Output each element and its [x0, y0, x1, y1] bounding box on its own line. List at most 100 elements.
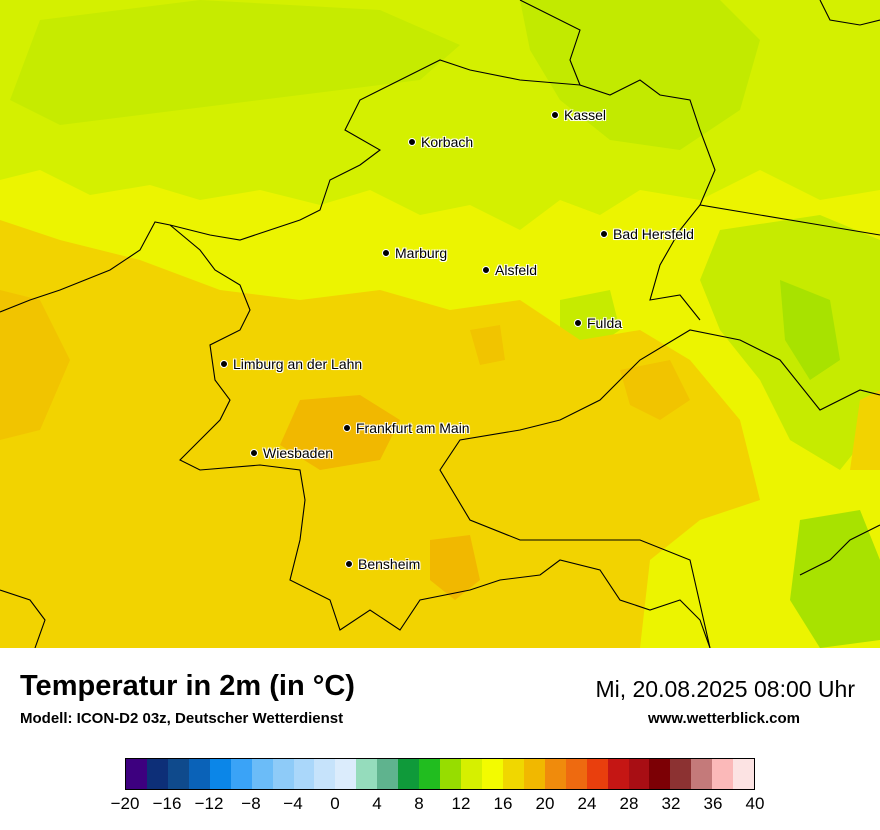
city-label: Kassel [564, 107, 607, 123]
temperature-map[interactable]: Kassel Korbach Bad Hersfeld Marburg Alsf… [0, 0, 880, 648]
city-marker-icon [574, 319, 582, 327]
colorbar-segment [230, 759, 252, 789]
city-label: Limburg an der Lahn [233, 356, 363, 372]
warm-patch-west [0, 290, 70, 440]
colorbar-segment [398, 759, 420, 789]
colorbar-segment [293, 759, 315, 789]
colorbar-segment [691, 759, 713, 789]
state-border-north-west [169, 59, 581, 241]
colorbar-segment [502, 759, 524, 789]
warm-patch-central [470, 325, 505, 365]
state-border-southeast [439, 329, 880, 648]
colorbar-tick-label: 8 [414, 794, 424, 813]
city-label: Bensheim [358, 556, 421, 572]
map-field [0, 0, 880, 648]
colorbar-segment [586, 759, 608, 789]
state-border-top-right [819, 0, 880, 26]
colorbar-segment [649, 759, 671, 789]
city-kassel[interactable]: Kassel [551, 107, 606, 123]
city-korbach[interactable]: Korbach [408, 134, 473, 150]
cool-zone-northwest [10, 0, 460, 125]
state-border-hesse [0, 221, 711, 648]
colorbar-segment [356, 759, 378, 789]
colorbar-tick-label: 4 [372, 794, 382, 813]
city-marker-icon [220, 360, 228, 368]
colorbar-ticks: −20 −16 −12 −8 −4 0 4 8 12 16 20 24 28 32 36 40 [111, 794, 765, 816]
colorbar-segment [481, 759, 503, 789]
cool-zone-kassel [520, 0, 760, 150]
colorbar-tick-label: −8 [241, 794, 261, 813]
colorbar-segment [146, 759, 168, 789]
city-limburg[interactable]: Limburg an der Lahn [220, 356, 362, 372]
city-bad-hersfeld[interactable]: Bad Hersfeld [600, 226, 694, 242]
colorbar-tick-label: −20 [110, 794, 140, 813]
city-label: Wiesbaden [263, 445, 334, 461]
colorbar-tick-label: 36 [703, 794, 723, 813]
colorbar-segment [440, 759, 461, 789]
colorbar-segment [461, 759, 482, 789]
colorbar-tick-label: 16 [493, 794, 513, 813]
state-border-southwest [0, 589, 46, 648]
website-link[interactable]: www.wetterblick.com [648, 710, 800, 727]
map-footer: Temperatur in 2m (in °C) Modell: ICON-D2… [0, 648, 880, 830]
colorbar-tick-label: −12 [194, 794, 224, 813]
city-fulda[interactable]: Fulda [574, 315, 622, 331]
colorbar-segment [272, 759, 294, 789]
colorbar-tick-label: −4 [283, 794, 303, 813]
green-patch-east [780, 280, 840, 380]
warm-patch-east-edge [850, 390, 880, 470]
colorbar-segment [419, 759, 441, 789]
colorbar-segment [314, 759, 336, 789]
colorbar-segment [733, 759, 755, 789]
colorbar-tick-label: 20 [535, 794, 555, 813]
colorbar-segment [670, 759, 692, 789]
colorbar-segment [523, 759, 545, 789]
city-marker-icon [408, 138, 416, 146]
colorbar-tick-label: 32 [661, 794, 681, 813]
green-patch-southeast [790, 510, 880, 648]
colorbar-tick-label: 0 [330, 794, 340, 813]
city-marburg[interactable]: Marburg [382, 245, 447, 261]
city-marker-icon [551, 111, 559, 119]
city-label: Korbach [421, 134, 474, 150]
city-frankfurt[interactable]: Frankfurt am Main [343, 420, 470, 436]
city-label: Alsfeld [495, 262, 538, 278]
colorbar-segment [544, 759, 566, 789]
city-label: Marburg [395, 245, 448, 261]
city-wiesbaden[interactable]: Wiesbaden [250, 445, 333, 461]
city-marker-icon [343, 424, 351, 432]
colorbar-segment [712, 759, 734, 789]
colorbar-segment [167, 759, 189, 789]
city-marker-icon [250, 449, 258, 457]
colorbar-segment [335, 759, 357, 789]
colorbar-segment [188, 759, 210, 789]
colorbar-segment [607, 759, 629, 789]
warm-patch-east [620, 360, 690, 420]
city-alsfeld[interactable]: Alsfeld [482, 262, 537, 278]
colorbar-tick-label: 24 [577, 794, 597, 813]
temperature-colorbar [125, 758, 755, 790]
colorbar-segment [251, 759, 273, 789]
colorbar-segment [126, 759, 147, 789]
colorbar-tick-label: −16 [152, 794, 182, 813]
colorbar-segment [209, 759, 231, 789]
state-border-east-edge [799, 524, 880, 576]
city-label: Fulda [587, 315, 623, 331]
orange-patch-south [430, 535, 480, 600]
colorbar-segment [565, 759, 587, 789]
orange-patch-frankfurt [280, 395, 400, 470]
cool-patch-fulda [560, 290, 620, 350]
city-marker-icon [382, 249, 390, 257]
colorbar-tick-label: 40 [745, 794, 765, 813]
city-marker-icon [345, 560, 353, 568]
forecast-datetime: Mi, 20.08.2025 08:00 Uhr [595, 676, 855, 702]
city-label: Bad Hersfeld [613, 226, 694, 242]
state-border-north-east [519, 0, 716, 206]
model-source: Modell: ICON-D2 03z, Deutscher Wetterdie… [20, 710, 344, 727]
colorbar-tick-label: 12 [451, 794, 471, 813]
colorbar-tick-label: 28 [619, 794, 639, 813]
state-border-thuringia [649, 204, 880, 321]
city-bensheim[interactable]: Bensheim [345, 556, 420, 572]
city-marker-icon [600, 230, 608, 238]
colorbar-segment [377, 759, 399, 789]
